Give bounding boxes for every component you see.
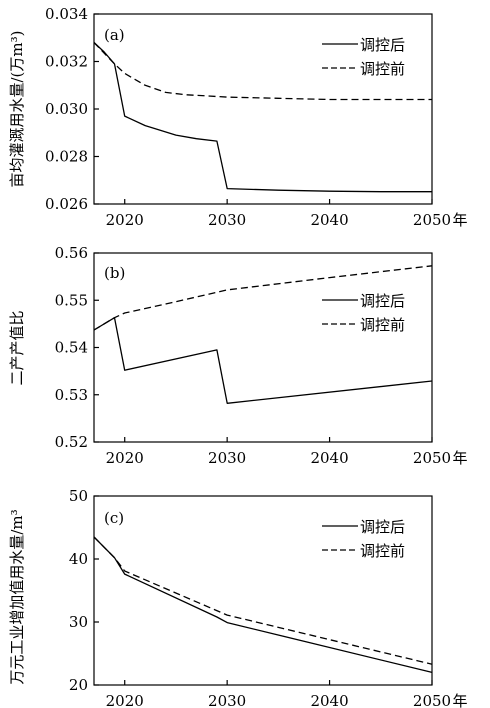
panel-a-y-tick-label: 0.034	[45, 5, 88, 23]
panel-a-x-tick-label: 2030	[208, 211, 246, 229]
panel-c-y-tick-label: 20	[69, 676, 88, 694]
panel-c-legend: 调控后 调控前	[322, 518, 405, 560]
panel-b-series-before-line	[93, 265, 433, 331]
legend-b-dashed-label: 调控前	[360, 316, 405, 334]
panel-c: 万元工业增加值用水量/m³ 2020 2030 2040 2050 年20304050 …	[8, 487, 468, 708]
panel-a-label: (a)	[104, 26, 125, 44]
panel-c-x-tick-label: 2040	[310, 692, 348, 708]
panel-b-y-tick-label: 0.55	[55, 291, 88, 309]
panel-a-y-tick-label: 0.032	[45, 53, 88, 71]
panel-a-x-tick-label: 2040	[310, 211, 348, 229]
panel-a: 亩均灌溉用水量/(万m³) 2020 2030 2040 2050 年 0.026 0.02…	[8, 5, 468, 229]
panel-c-label: (c)	[104, 509, 124, 527]
panel-b-y-tick-label: 0.52	[55, 433, 88, 451]
panel-c-frame	[93, 495, 433, 686]
panel-b-x-tick-label: 2030	[208, 449, 246, 467]
panel-b-label: (b)	[104, 264, 125, 282]
panel-b-y-tick-label: 0.54	[55, 339, 88, 357]
panel-c-y-tick-label: 30	[69, 613, 88, 631]
panel-a-plot: 2020 2030 2040 2050 年 0.026 0.028 0.030 0.032 0.0…	[45, 5, 467, 229]
panel-b-plot: 2020 2030 2040 2050 年 0.52 0.53 0.54 0.55 0.56	[55, 244, 468, 467]
panel-a-legend: 调控后 调控前	[322, 36, 405, 78]
panel-a-x-tick-label: 2050	[413, 211, 451, 229]
panel-a-y-tick-label: 0.028	[45, 148, 88, 166]
legend-c-dashed-label: 调控前	[360, 542, 405, 560]
panel-b-x-tick-label: 2020	[106, 449, 144, 467]
panel-c-ylabel: 万元工业增加值用水量/m³	[8, 509, 26, 684]
panel-a-series-after-line	[93, 42, 432, 193]
panel-b-frame	[93, 252, 433, 443]
panel-c-x-tick-label: 2050	[413, 692, 451, 708]
panel-a-x-unit: 年	[452, 211, 467, 229]
panel-b-y-tick-label: 0.53	[55, 386, 88, 404]
legend-a-dashed-label: 调控前	[360, 60, 405, 78]
legend-c-solid-label: 调控后	[360, 518, 405, 536]
panel-b-y-tick-label: 0.56	[55, 244, 88, 262]
panel-b-x-tick-label: 2040	[310, 449, 348, 467]
panel-a-y-tick-label: 0.030	[45, 100, 88, 118]
panel-b: 二产产值比 2020 2030 2040 2050 年 0.52 0.53 0.54 0.55 0…	[8, 244, 468, 467]
panel-c-y-tick-label: 40	[69, 550, 88, 568]
panel-c-y-tick-label: 50	[69, 487, 88, 505]
panel-b-legend: 调控后 调控前	[322, 292, 405, 334]
panel-c-series-before-line	[93, 536, 433, 665]
panel-c-x-unit: 年	[452, 692, 467, 708]
panel-b-series-after-line	[93, 317, 433, 404]
panel-b-x-tick-label: 2050	[413, 449, 451, 467]
legend-b-solid-label: 调控后	[360, 292, 405, 310]
panel-c-x-tick-label: 2030	[208, 692, 246, 708]
panel-a-x-tick-label: 2020	[106, 211, 144, 229]
panel-b-ylabel: 二产产值比	[8, 310, 26, 385]
legend-a-solid-label: 调控后	[360, 36, 405, 54]
panel-a-ylabel: 亩均灌溉用水量/(万m³)	[8, 31, 26, 188]
panel-b-x-unit: 年	[452, 449, 467, 467]
panel-c-x-tick-label: 2020	[106, 692, 144, 708]
panel-a-y-tick-label: 0.026	[45, 195, 88, 213]
